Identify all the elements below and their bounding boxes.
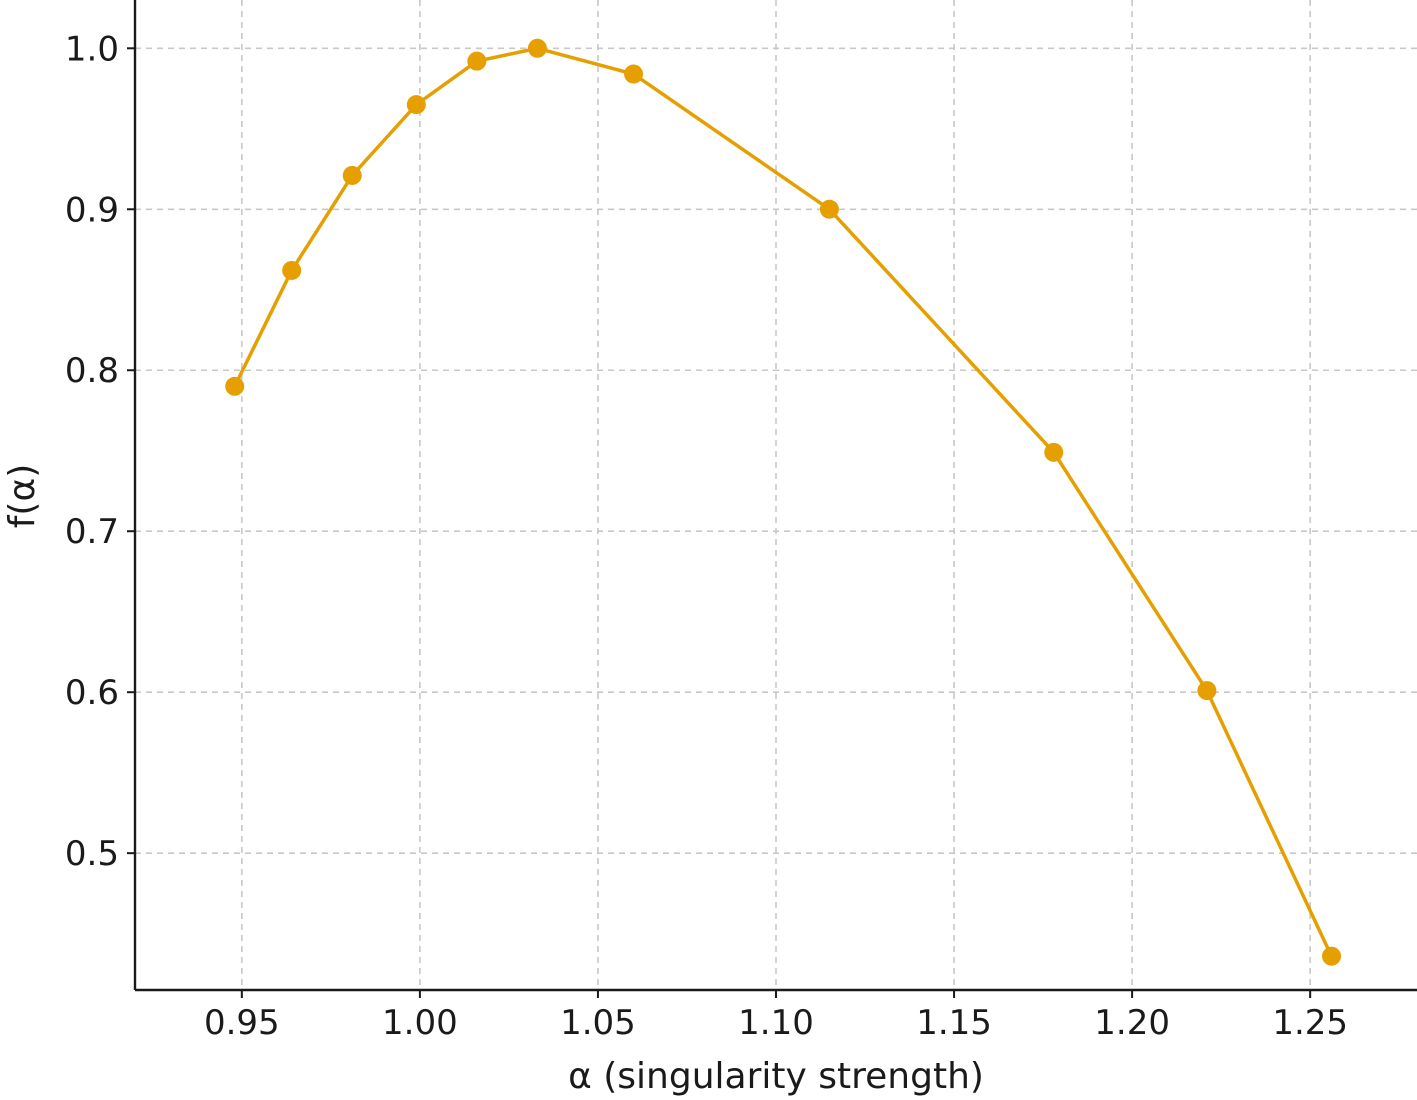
- y-tick-label: 1.0: [65, 29, 119, 69]
- data-point: [225, 376, 245, 396]
- series-line: [233, 46, 1334, 957]
- data-point: [624, 64, 644, 84]
- x-tick-label: 1.25: [1272, 1003, 1348, 1043]
- x-tick-label: 1.05: [560, 1003, 636, 1043]
- y-tick-label: 0.7: [65, 512, 119, 552]
- data-point: [1322, 946, 1342, 966]
- y-tick-label: 0.5: [65, 834, 119, 874]
- data-point: [406, 95, 426, 115]
- data-point: [1197, 681, 1217, 701]
- tick-labels: 0.95 1.00 1.05 1.10 1.15 1.20 1.25 0.5 0.6 0.7 0.8…: [65, 29, 1348, 1043]
- grid: [135, 0, 1417, 990]
- x-tick-label: 0.95: [204, 1003, 280, 1043]
- x-tick-label: 1.10: [738, 1003, 814, 1043]
- y-tick-label: 0.9: [65, 190, 119, 230]
- x-axis-label: α (singularity strength): [568, 1056, 984, 1097]
- y-tick-label: 0.6: [65, 673, 119, 713]
- data-point: [342, 165, 362, 185]
- y-axis-label: f(α): [2, 464, 43, 529]
- x-tick-label: 1.20: [1094, 1003, 1170, 1043]
- series: [225, 38, 1342, 966]
- x-tick-label: 1.00: [382, 1003, 458, 1043]
- y-tick-label: 0.8: [65, 351, 119, 391]
- data-point: [527, 38, 547, 58]
- data-point: [282, 260, 302, 280]
- data-point: [467, 51, 487, 71]
- x-tick-label: 1.15: [916, 1003, 992, 1043]
- data-point: [1044, 442, 1064, 462]
- data-point: [819, 199, 839, 219]
